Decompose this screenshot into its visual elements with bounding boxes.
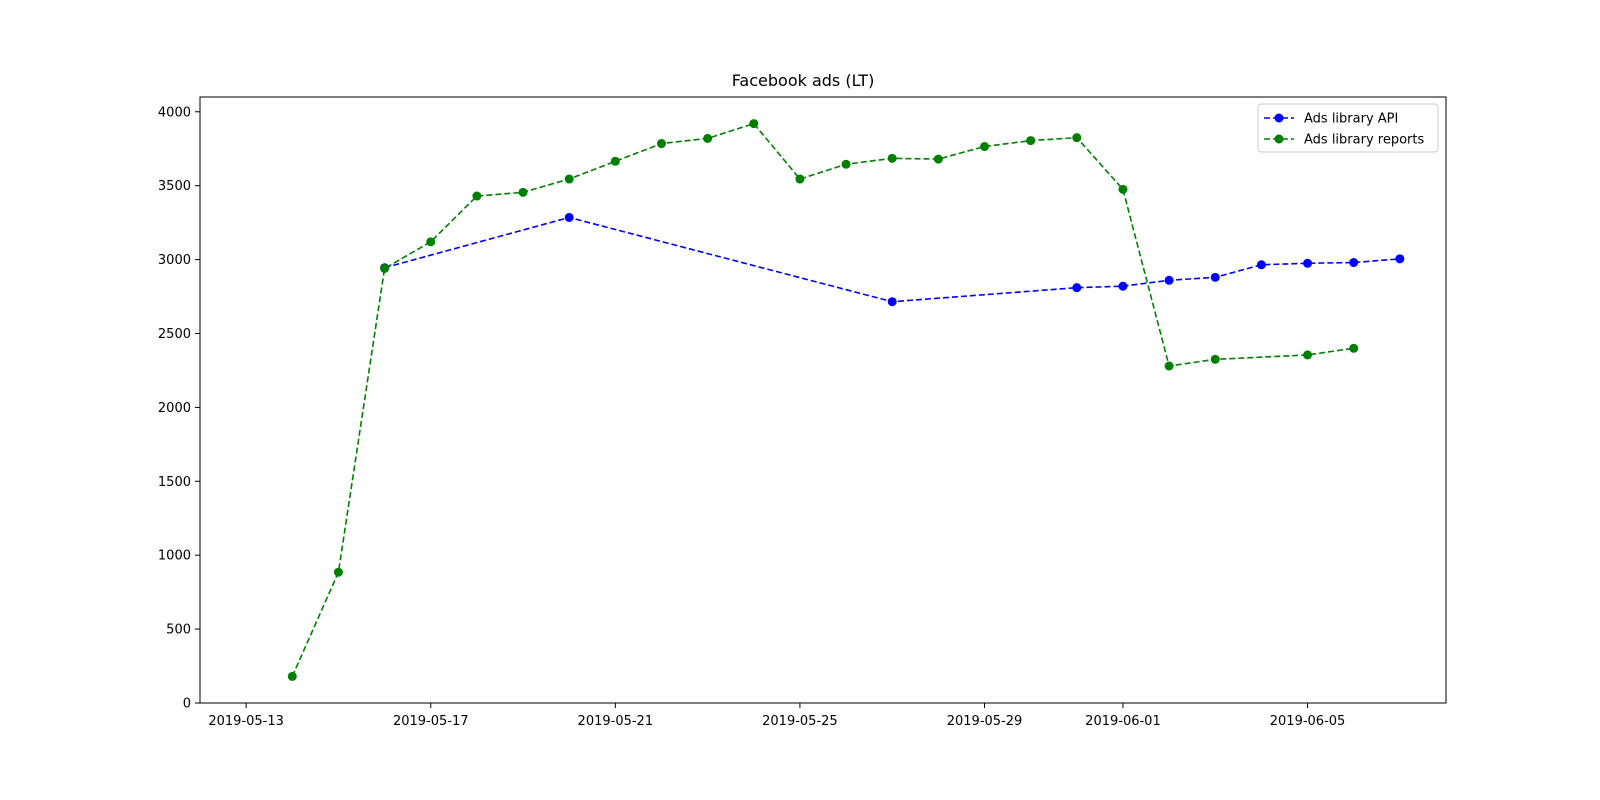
data-point xyxy=(1210,354,1220,364)
data-point xyxy=(610,156,620,166)
y-tick-label: 2000 xyxy=(158,401,191,416)
series-2 xyxy=(287,119,1359,681)
data-point xyxy=(1118,184,1128,194)
legend-box xyxy=(1257,103,1439,153)
x-tick-label: 2019-05-21 xyxy=(578,714,654,729)
data-point xyxy=(1164,275,1174,285)
data-point xyxy=(1256,260,1266,270)
y-tick-label: 1000 xyxy=(158,549,191,564)
x-tick-label: 2019-05-25 xyxy=(762,714,838,729)
legend-label: Ads library API xyxy=(1304,112,1398,127)
data-point xyxy=(426,237,436,247)
data-point xyxy=(1349,258,1359,268)
data-point xyxy=(656,139,666,149)
data-point xyxy=(1164,361,1174,371)
y-tick-label: 4000 xyxy=(158,105,191,120)
y-tick-label: 3500 xyxy=(158,179,191,194)
x-tick-label: 2019-06-01 xyxy=(1085,714,1161,729)
y-tick-label: 1500 xyxy=(158,475,191,490)
y-tick-label: 0 xyxy=(183,697,191,712)
data-point xyxy=(703,133,713,143)
data-point xyxy=(980,142,990,152)
data-point xyxy=(1026,136,1036,146)
y-tick-label: 2500 xyxy=(158,327,191,342)
data-point xyxy=(564,212,574,222)
axes: 0 500 1000 1500 2000 2500 3000 3500 4000 2019-05-… xyxy=(158,96,1447,729)
series-line xyxy=(291,122,1354,677)
data-point xyxy=(1303,350,1313,360)
plot-area xyxy=(287,119,1405,681)
data-point xyxy=(1395,254,1405,264)
data-point xyxy=(1303,258,1313,268)
legend: Ads library API Ads library reports xyxy=(1257,103,1439,153)
data-point xyxy=(795,174,805,184)
data-point xyxy=(1072,283,1082,293)
data-point xyxy=(518,187,528,197)
data-point xyxy=(333,567,343,577)
x-tick-label: 2019-05-29 xyxy=(947,714,1023,729)
x-tick-label: 2019-06-05 xyxy=(1270,714,1346,729)
legend-label: Ads library reports xyxy=(1304,133,1424,148)
x-tick-label: 2019-05-13 xyxy=(208,714,284,729)
data-point xyxy=(1210,272,1220,282)
data-point xyxy=(380,263,390,273)
data-point xyxy=(1349,343,1359,353)
data-point xyxy=(472,191,482,201)
legend-marker-swatch xyxy=(1274,134,1284,144)
data-point xyxy=(887,297,897,307)
legend-entry: Ads library API xyxy=(1264,112,1398,127)
y-tick-label: 3000 xyxy=(158,253,191,268)
chart-title: Facebook ads (LT) xyxy=(732,71,875,90)
axes-frame xyxy=(199,96,1447,704)
legend-entry: Ads library reports xyxy=(1264,133,1424,148)
data-point xyxy=(933,154,943,164)
y-tick-label: 500 xyxy=(166,623,191,638)
x-tick-label: 2019-05-17 xyxy=(393,714,469,729)
data-point xyxy=(564,174,574,184)
data-point xyxy=(1118,281,1128,291)
data-point xyxy=(841,159,851,169)
data-point xyxy=(887,153,897,163)
legend-marker-swatch xyxy=(1274,113,1284,123)
data-point xyxy=(287,671,297,681)
data-point xyxy=(749,119,759,129)
data-point xyxy=(1072,133,1082,143)
